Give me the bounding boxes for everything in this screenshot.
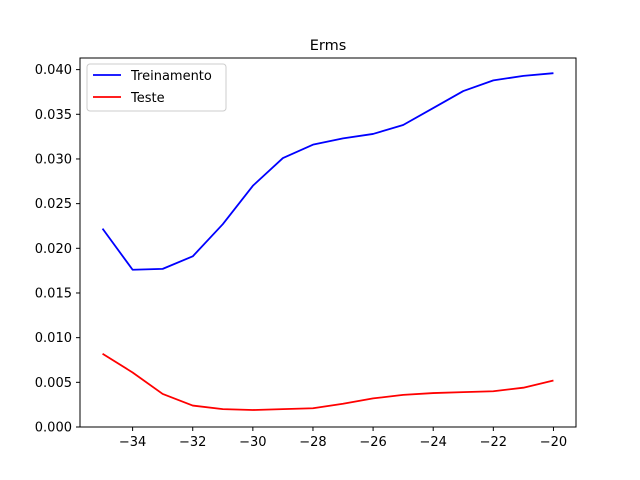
legend-label-teste: Teste — [130, 91, 165, 106]
x-tick-label: −24 — [419, 435, 446, 450]
plot-area: −34 −32 −30 −28 −26 −24 −22 −20 0.000 0.005 0.010… — [35, 57, 577, 450]
y-tick-label: 0.020 — [35, 242, 72, 257]
x-tick-label: −34 — [119, 435, 146, 450]
x-tick-label: −26 — [359, 435, 386, 450]
legend-box — [86, 63, 227, 112]
series-line-treinamento — [101, 72, 554, 271]
y-tick-label: 0.015 — [35, 286, 72, 301]
x-tick-label: −32 — [179, 435, 206, 450]
series-line-teste — [102, 352, 554, 411]
y-tick-label: 0.030 — [35, 152, 72, 167]
y-tick-label: 0.025 — [35, 197, 72, 212]
series-layer — [101, 72, 554, 411]
y-tick-label: 0.010 — [35, 331, 72, 346]
x-tick-label: −22 — [480, 435, 507, 450]
y-tick-label: 0.040 — [35, 63, 72, 78]
y-tick-label: 0.005 — [35, 376, 72, 391]
legend: Treinamento Teste — [86, 63, 227, 112]
axes-frame — [79, 57, 577, 428]
x-tick-label: −20 — [540, 435, 567, 450]
y-axis: 0.000 0.005 0.010 0.015 0.020 0.025 0.030 0.035… — [35, 63, 80, 436]
y-tick-label: 0.035 — [35, 108, 72, 123]
x-axis: −34 −32 −30 −28 −26 −24 −22 −20 — [119, 427, 567, 450]
legend-label-treinamento: Treinamento — [130, 69, 212, 84]
chart-title: Erms — [310, 38, 347, 54]
x-tick-label: −30 — [239, 435, 266, 450]
x-tick-label: −28 — [299, 435, 326, 450]
y-tick-label: 0.000 — [35, 421, 72, 436]
